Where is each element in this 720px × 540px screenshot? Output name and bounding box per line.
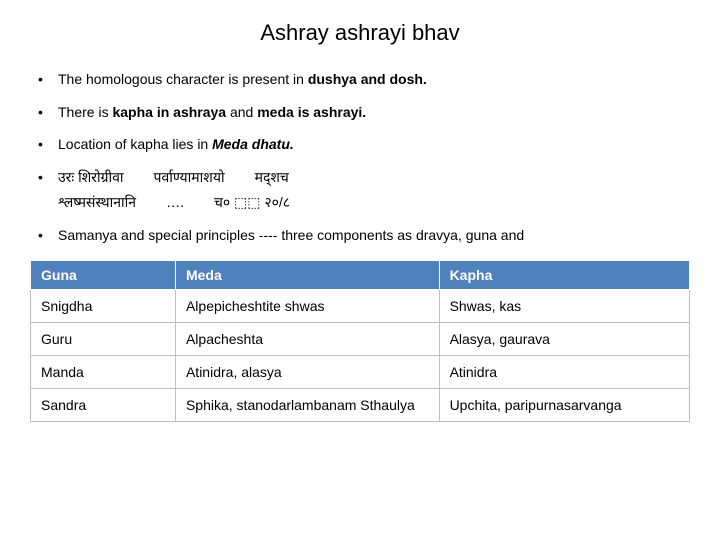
bullet-item: Location of kapha lies in Meda dhatu. (30, 135, 690, 155)
sanskrit-segment: च० ⬚⬚ २०/८ (214, 193, 290, 213)
bullet-item: The homologous character is present in d… (30, 70, 690, 90)
bullet-list: The homologous character is present in d… (30, 70, 690, 246)
bullet-item: Samanya and special principles ---- thre… (30, 226, 690, 246)
bullet-text: Samanya and special principles ---- thre… (58, 227, 524, 243)
table-cell: Atinidra (439, 355, 689, 388)
table-row: Guru Alpacheshta Alasya, gaurava (31, 322, 690, 355)
table-row: Manda Atinidra, alasya Atinidra (31, 355, 690, 388)
bullet-bold: kapha in ashraya (112, 104, 226, 120)
table-row: Snigdha Alpepicheshtite shwas Shwas, kas (31, 289, 690, 322)
table-cell: Manda (31, 355, 176, 388)
bullet-emphasis: Meda dhatu. (212, 136, 294, 152)
table-cell: Alasya, gaurava (439, 322, 689, 355)
bullet-item: There is kapha in ashraya and meda is as… (30, 103, 690, 123)
table-cell: Snigdha (31, 289, 176, 322)
table-cell: Alpepicheshtite shwas (175, 289, 439, 322)
table-cell: Sandra (31, 388, 176, 421)
bullet-item-sanskrit: उरः शिरोग्रीवा पर्वाण्यामाशयो मद्शच श्लष… (30, 168, 690, 213)
sanskrit-segment: मद्शच (255, 168, 289, 188)
bullet-bold: dushya and dosh. (308, 71, 427, 87)
bullet-text: and (226, 104, 257, 120)
table-header-row: Guna Meda Kapha (31, 260, 690, 289)
table-cell: Alpacheshta (175, 322, 439, 355)
guna-table: Guna Meda Kapha Snigdha Alpepicheshtite … (30, 260, 690, 422)
bullet-bold: meda is ashrayi. (257, 104, 366, 120)
sanskrit-segment: श्लष्मसंस्थानानि (58, 193, 136, 213)
bullet-text: The homologous character is present in (58, 71, 308, 87)
sanskrit-segment: …. (166, 193, 184, 213)
table-cell: Guru (31, 322, 176, 355)
table-header: Kapha (439, 260, 689, 289)
table-cell: Shwas, kas (439, 289, 689, 322)
bullet-text: There is (58, 104, 112, 120)
table-header: Meda (175, 260, 439, 289)
table-cell: Upchita, paripurnasarvanga (439, 388, 689, 421)
sanskrit-line: उरः शिरोग्रीवा पर्वाण्यामाशयो मद्शच (58, 168, 690, 188)
table-row: Sandra Sphika, stanodarlambanam Sthaulya… (31, 388, 690, 421)
bullet-text: Location of kapha lies in (58, 136, 212, 152)
sanskrit-segment: उरः शिरोग्रीवा (58, 168, 124, 188)
page-title: Ashray ashrayi bhav (30, 20, 690, 46)
table-cell: Sphika, stanodarlambanam Sthaulya (175, 388, 439, 421)
table-cell: Atinidra, alasya (175, 355, 439, 388)
sanskrit-line: श्लष्मसंस्थानानि …. च० ⬚⬚ २०/८ (58, 193, 690, 213)
sanskrit-segment: पर्वाण्यामाशयो (154, 168, 225, 188)
table-header: Guna (31, 260, 176, 289)
